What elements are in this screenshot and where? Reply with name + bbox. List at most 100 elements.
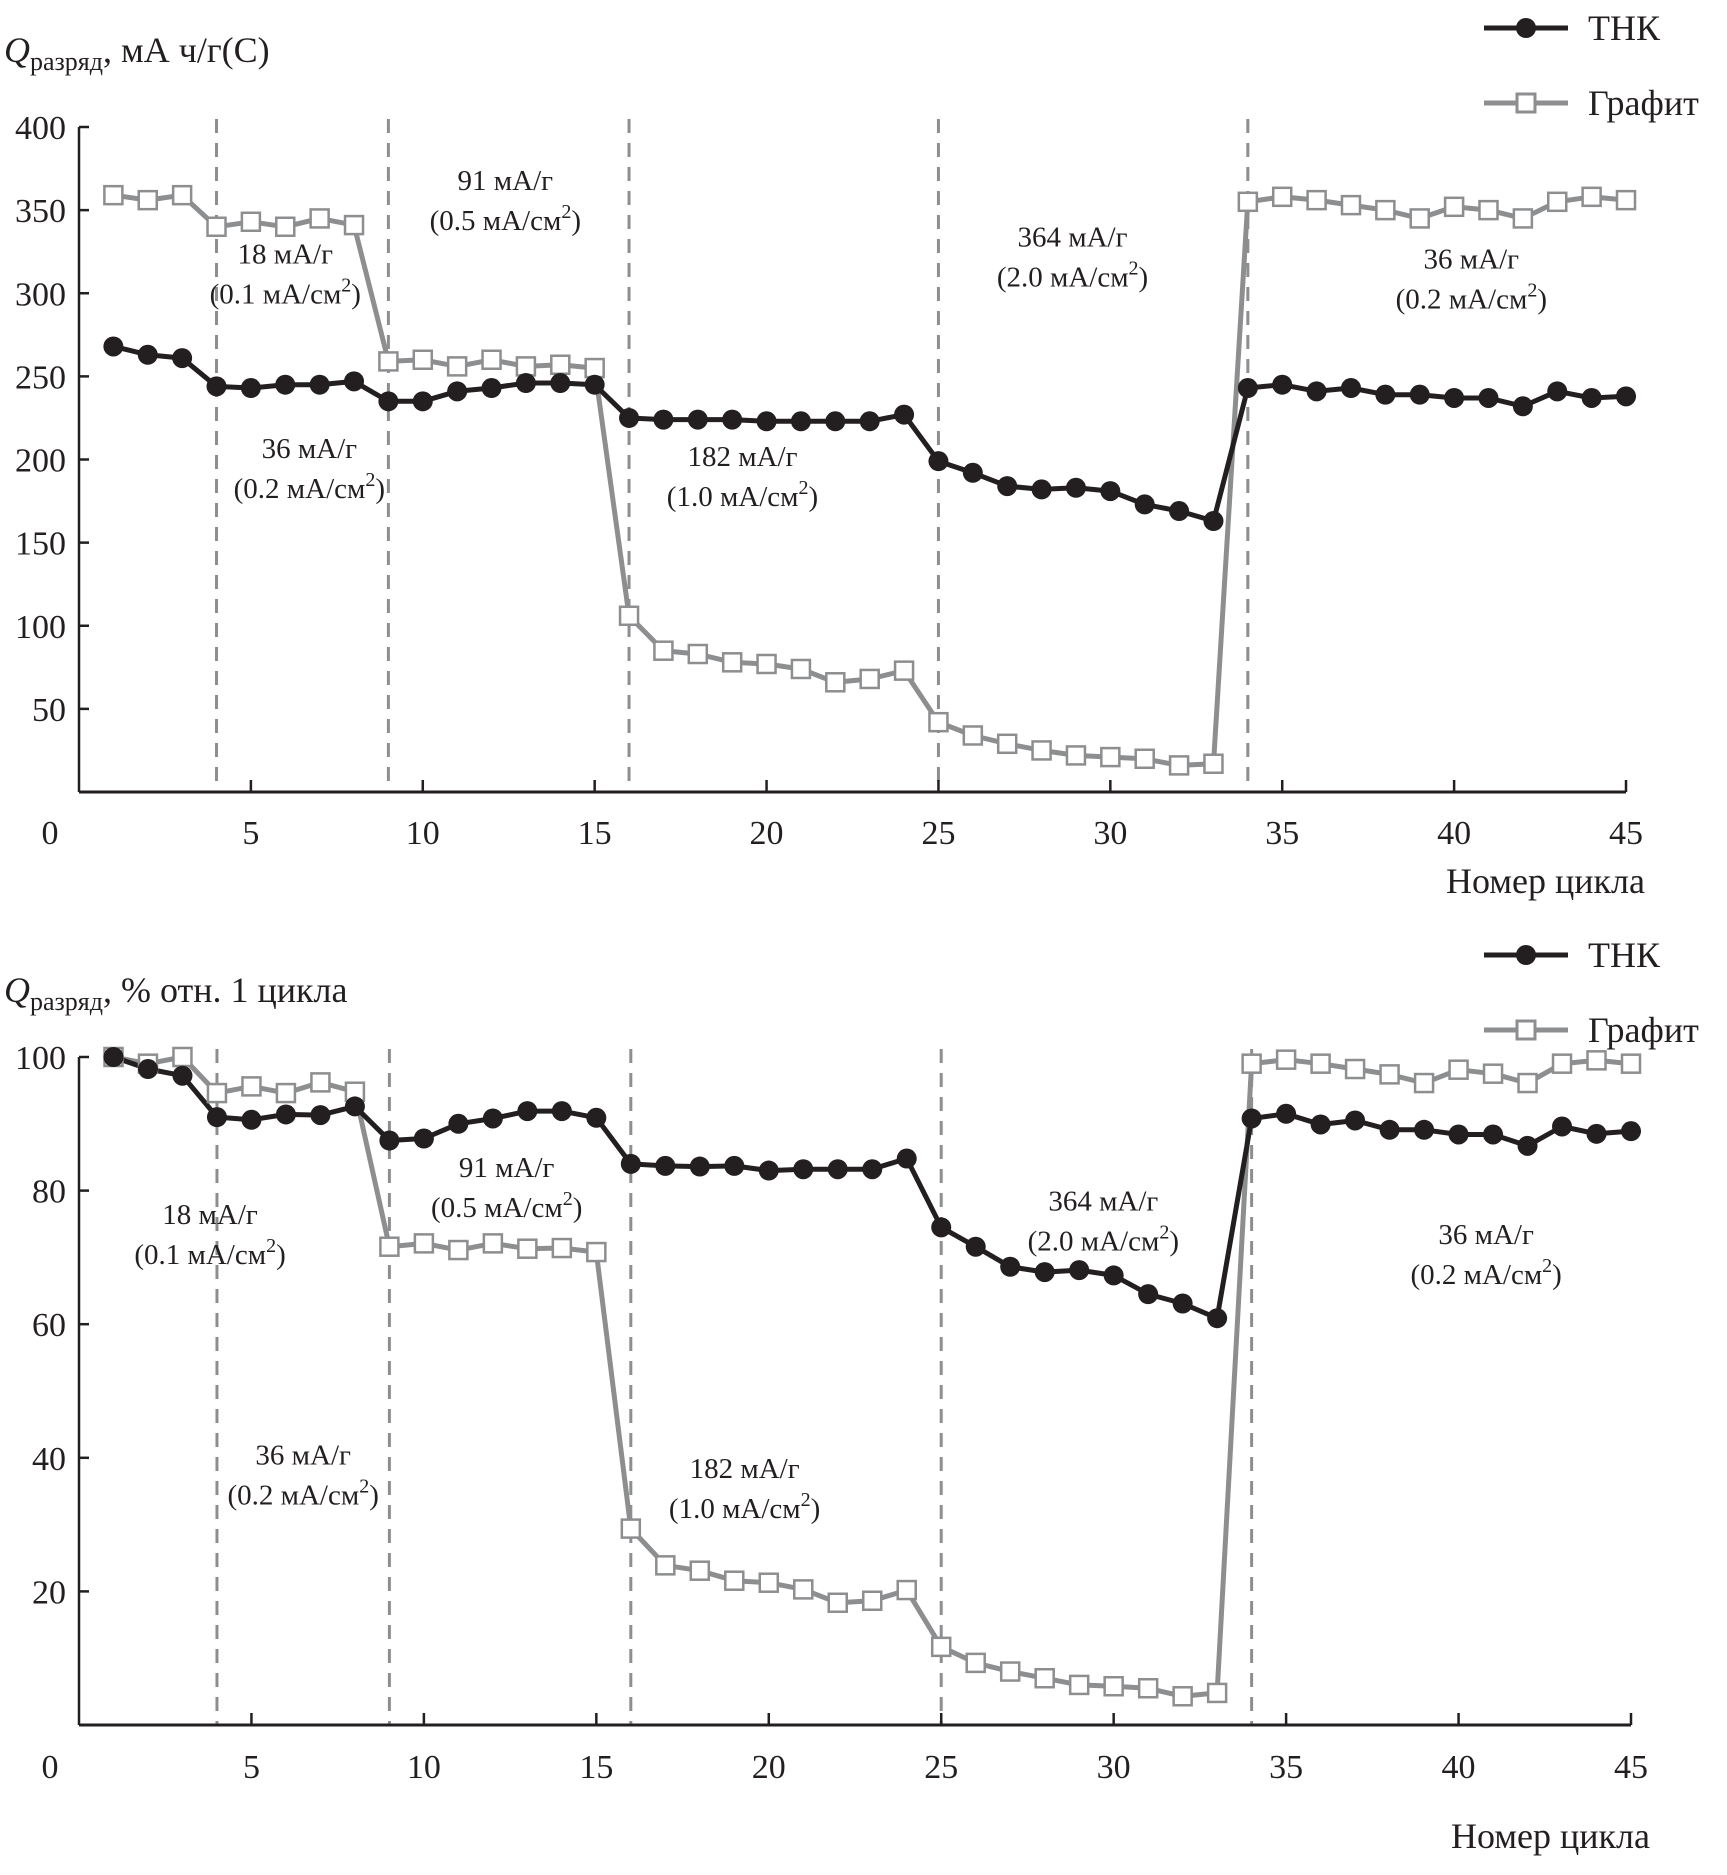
legend-marker-graphite <box>1515 1019 1537 1041</box>
data-point-graphite <box>1241 1053 1262 1074</box>
x-tick-label: 10 <box>406 815 440 852</box>
data-point-thk <box>344 1096 365 1117</box>
data-point-thk <box>1065 477 1086 498</box>
x-tick-label: 5 <box>243 1749 260 1786</box>
data-point-graphite <box>724 1570 745 1591</box>
data-point-thk <box>1069 1260 1090 1281</box>
data-point-thk <box>1241 1108 1262 1129</box>
data-point-graphite <box>756 653 777 675</box>
data-point-graphite <box>1344 1058 1366 1080</box>
rate-annotation-line2: (0.1 мА/см2) <box>210 274 361 310</box>
x-tick-label: 45 <box>1614 1749 1648 1786</box>
data-point-graphite <box>1168 755 1190 776</box>
x-tick-label: 20 <box>750 815 784 852</box>
rate-annotation-line1: 36 мА/г <box>1438 1219 1534 1251</box>
data-point-graphite <box>861 1590 883 1612</box>
data-point-thk <box>1616 386 1636 407</box>
data-point-thk <box>1414 1119 1435 1140</box>
data-point-graphite <box>1375 199 1396 221</box>
x-tick-label: 45 <box>1609 815 1643 852</box>
data-point-thk <box>1483 1124 1504 1145</box>
y-axis-title-q: Q <box>4 30 30 70</box>
rate-annotation-line2: (1.0 мА/см2) <box>667 477 818 513</box>
data-point-graphite <box>1065 745 1087 766</box>
data-point-graphite <box>996 733 1018 755</box>
data-point-thk <box>413 1128 434 1149</box>
data-point-graphite <box>1137 1678 1159 1699</box>
data-point-graphite <box>1620 1053 1642 1074</box>
rate-annotation-close: ) <box>571 205 581 237</box>
plot-area: 20 40 60 80 100 0 5 10 15 20 25 30 35 40 45 18 мА/г (0.1… <box>15 1040 1648 1786</box>
data-point-thk <box>965 1236 986 1257</box>
plot-area: 50 100 150 200 250 300 350 400 0 5 10 15 20 25 30 35 40 4… <box>15 110 1643 852</box>
data-point-graphite <box>653 640 674 661</box>
rate-annotation-text: (1.0 мА/см <box>669 1493 801 1525</box>
data-point-thk <box>620 1153 641 1174</box>
data-point-graphite <box>412 349 434 370</box>
data-point-graphite <box>310 1072 331 1093</box>
data-point-thk <box>137 344 158 365</box>
data-point-graphite <box>446 356 468 377</box>
data-point-graphite <box>1586 1050 1607 1071</box>
rate-annotation-line1: 36 мА/г <box>1424 243 1520 275</box>
rate-annotation-line1: 91 мА/г <box>459 1152 555 1184</box>
rate-annotation-line2: (0.2 мА/см2) <box>1396 279 1547 315</box>
data-point-graphite <box>379 1236 400 1257</box>
data-point-graphite <box>1206 1682 1228 1704</box>
data-point-thk <box>790 411 811 432</box>
rate-annotation-line2: (0.2 мА/см2) <box>227 1475 378 1511</box>
y-axis-title-sub: разряд <box>30 47 103 76</box>
rate-annotation-close: ) <box>375 473 385 505</box>
data-point-thk <box>206 376 227 397</box>
rate-annotation-superscript: 2 <box>561 201 571 223</box>
data-point-thk <box>1448 1124 1469 1145</box>
data-point-graphite <box>517 1238 538 1259</box>
data-point-graphite <box>930 1636 952 1658</box>
data-point-graphite <box>584 357 605 379</box>
data-point-graphite <box>721 652 743 673</box>
data-point-thk <box>447 381 468 402</box>
data-point-thk <box>1379 1119 1400 1140</box>
chart-panel-percent: Qразряд, % отн. 1 цикла ТНК Графит 20406… <box>4 935 1699 1856</box>
data-point-thk <box>1409 384 1430 405</box>
y-tick-label: 150 <box>15 526 66 563</box>
data-point-thk <box>482 1108 503 1129</box>
data-point-graphite <box>171 184 193 206</box>
data-point-thk <box>172 1065 193 1086</box>
data-point-graphite <box>240 211 262 233</box>
data-point-thk <box>894 404 915 425</box>
y-axis-title-sub: разряд <box>30 987 103 1016</box>
data-point-thk <box>1207 1308 1228 1329</box>
data-point-thk <box>1169 501 1190 522</box>
data-point-thk <box>481 378 502 399</box>
data-point-graphite <box>1103 1676 1124 1697</box>
legend-item-thk: ТНК <box>1484 8 1661 48</box>
rate-annotation-superscript: 2 <box>266 1235 276 1257</box>
rate-annotation-line2: (0.5 мА/см2) <box>431 1188 582 1224</box>
data-point-thk <box>172 348 193 369</box>
data-point-graphite <box>1275 1049 1297 1070</box>
x-axis-title: Номер цикла <box>1451 1816 1650 1856</box>
rate-annotation-line2: (0.2 мА/см2) <box>234 469 385 505</box>
data-point-graphite <box>103 184 124 206</box>
y-axis-title: Qразряд, мА ч/г(С) <box>4 30 270 76</box>
data-point-graphite <box>1512 208 1534 229</box>
data-point-graphite <box>1409 208 1430 229</box>
legend-item-thk: ТНК <box>1484 935 1661 975</box>
rate-annotation-close: ) <box>1552 1259 1562 1291</box>
data-point-graphite <box>378 351 399 372</box>
rate-annotation-text: (0.5 мА/см <box>430 205 562 237</box>
data-point-graphite <box>1034 1667 1055 1689</box>
data-point-graphite <box>999 1661 1021 1682</box>
x-tick-label: 35 <box>1265 815 1299 852</box>
x-tick-label: 25 <box>921 815 955 852</box>
data-point-thk <box>1552 1116 1573 1137</box>
data-point-thk <box>240 378 261 399</box>
data-point-graphite <box>655 1555 676 1576</box>
rate-annotation-line2: (0.2 мА/см2) <box>1410 1255 1561 1291</box>
data-point-graphite <box>859 668 880 690</box>
data-point-thk <box>379 1130 400 1151</box>
data-point-thk <box>1103 1265 1124 1286</box>
data-point-graphite <box>1203 753 1224 774</box>
data-point-thk <box>1138 1284 1159 1305</box>
